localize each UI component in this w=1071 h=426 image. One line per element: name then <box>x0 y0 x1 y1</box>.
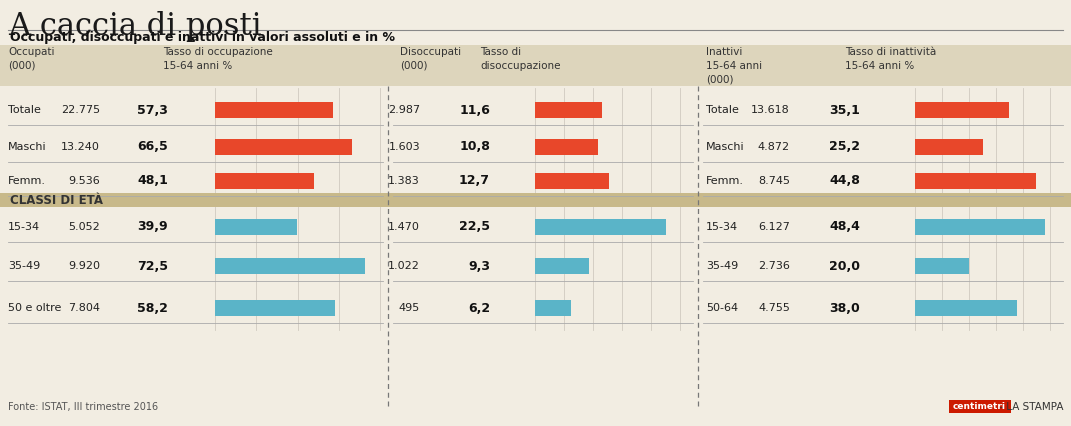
Text: 1.603: 1.603 <box>389 142 420 152</box>
Text: Tasso di occupazione
15-64 anni %: Tasso di occupazione 15-64 anni % <box>163 47 273 71</box>
Text: A caccia di posti: A caccia di posti <box>7 11 261 42</box>
Bar <box>949 400 1011 413</box>
Text: 66,5: 66,5 <box>137 141 168 153</box>
Text: 6.127: 6.127 <box>758 222 790 232</box>
Bar <box>536 102 602 118</box>
Text: 48,4: 48,4 <box>829 221 860 233</box>
Text: 9,3: 9,3 <box>468 259 491 273</box>
Text: 11,6: 11,6 <box>459 104 491 116</box>
Text: Totale: Totale <box>7 105 41 115</box>
Bar <box>915 102 1010 118</box>
Bar <box>0 45 1071 86</box>
Text: 22.775: 22.775 <box>61 105 100 115</box>
Bar <box>536 139 598 155</box>
Text: 15-34: 15-34 <box>706 222 738 232</box>
Text: 1.383: 1.383 <box>389 176 420 186</box>
Text: 4.755: 4.755 <box>758 303 790 313</box>
Text: Fonte: ISTAT, III trimestre 2016: Fonte: ISTAT, III trimestre 2016 <box>7 402 159 412</box>
Text: 6,2: 6,2 <box>468 302 491 314</box>
Text: 5.052: 5.052 <box>69 222 100 232</box>
Text: 50-64: 50-64 <box>706 303 738 313</box>
Text: CLASSI DI ETÀ: CLASSI DI ETÀ <box>10 193 103 207</box>
Bar <box>215 139 352 155</box>
Bar <box>215 173 314 189</box>
Bar <box>215 219 298 235</box>
Text: Occupati
(000): Occupati (000) <box>7 47 55 71</box>
Bar <box>915 300 1017 316</box>
Text: 7.804: 7.804 <box>67 303 100 313</box>
Text: 44,8: 44,8 <box>829 175 860 187</box>
Bar <box>915 219 1045 235</box>
Text: Disoccupati
(000): Disoccupati (000) <box>399 47 462 71</box>
Text: 38,0: 38,0 <box>829 302 860 314</box>
Bar <box>536 258 589 274</box>
Text: 35-49: 35-49 <box>7 261 41 271</box>
Text: 9.536: 9.536 <box>69 176 100 186</box>
Text: Occupati, disoccupati e inattivi in valori assoluti e in %: Occupati, disoccupati e inattivi in valo… <box>10 31 395 44</box>
Text: 50 e oltre: 50 e oltre <box>7 303 61 313</box>
Bar <box>0 193 1071 207</box>
Text: Tasso di
disoccupazione: Tasso di disoccupazione <box>480 47 560 71</box>
Text: 15-34: 15-34 <box>7 222 40 232</box>
Text: 4.872: 4.872 <box>758 142 790 152</box>
Text: 10,8: 10,8 <box>459 141 491 153</box>
Text: 48,1: 48,1 <box>137 175 168 187</box>
Bar <box>215 300 335 316</box>
Text: 57,3: 57,3 <box>137 104 168 116</box>
Bar <box>0 30 1071 45</box>
Text: Femm.: Femm. <box>7 176 46 186</box>
Text: Maschi: Maschi <box>7 142 47 152</box>
Text: 495: 495 <box>398 303 420 313</box>
Text: 22,5: 22,5 <box>459 221 491 233</box>
Bar <box>536 219 665 235</box>
Text: 8.745: 8.745 <box>758 176 790 186</box>
Text: 2.736: 2.736 <box>758 261 790 271</box>
Text: - LA STAMPA: - LA STAMPA <box>996 402 1064 412</box>
Text: Tasso di inattività
15-64 anni %: Tasso di inattività 15-64 anni % <box>845 47 936 71</box>
Bar <box>915 139 983 155</box>
Text: 58,2: 58,2 <box>137 302 168 314</box>
Text: 13.240: 13.240 <box>61 142 100 152</box>
Bar <box>215 258 364 274</box>
Bar <box>215 102 333 118</box>
Text: 1.470: 1.470 <box>388 222 420 232</box>
Text: centimetri: centimetri <box>953 402 1006 411</box>
Text: 39,9: 39,9 <box>137 221 168 233</box>
Bar <box>915 258 969 274</box>
Text: Maschi: Maschi <box>706 142 744 152</box>
Text: 25,2: 25,2 <box>829 141 860 153</box>
Text: 12,7: 12,7 <box>459 175 491 187</box>
Text: Totale: Totale <box>706 105 739 115</box>
Text: 1.022: 1.022 <box>388 261 420 271</box>
Bar <box>536 300 571 316</box>
Text: Inattivi
15-64 anni
(000): Inattivi 15-64 anni (000) <box>706 47 763 85</box>
Text: 20,0: 20,0 <box>829 259 860 273</box>
Text: 13.618: 13.618 <box>751 105 790 115</box>
Text: 35,1: 35,1 <box>829 104 860 116</box>
Bar <box>536 173 608 189</box>
Text: 35-49: 35-49 <box>706 261 738 271</box>
Text: 2.987: 2.987 <box>388 105 420 115</box>
Text: Femm.: Femm. <box>706 176 744 186</box>
Text: 9.920: 9.920 <box>67 261 100 271</box>
Bar <box>915 173 1036 189</box>
Text: 72,5: 72,5 <box>137 259 168 273</box>
